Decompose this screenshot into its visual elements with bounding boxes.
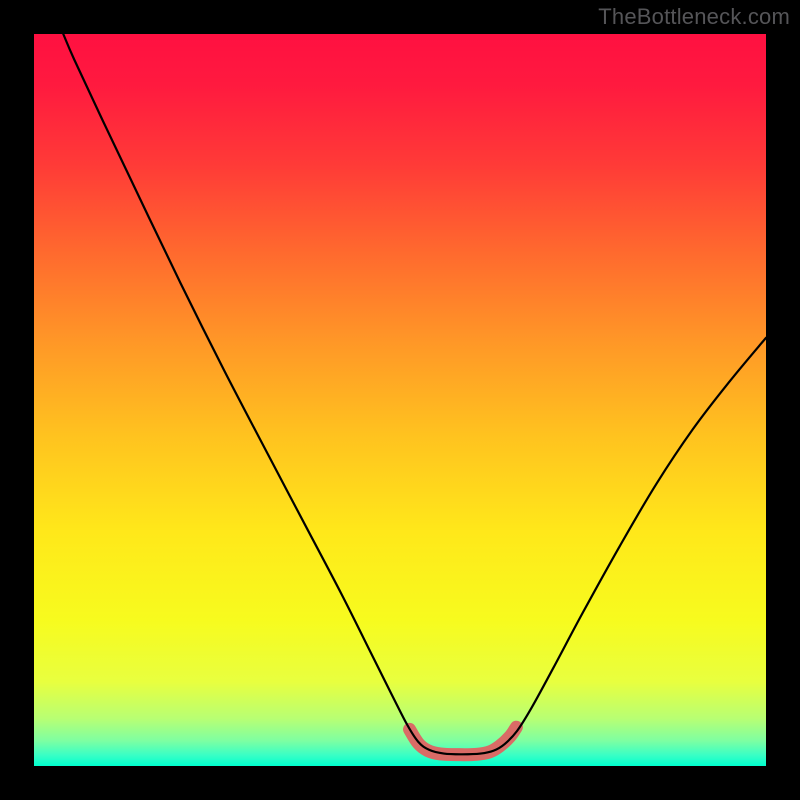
bottleneck-chart — [0, 0, 800, 800]
chart-frame: TheBottleneck.com — [0, 0, 800, 800]
watermark-text: TheBottleneck.com — [598, 4, 790, 30]
plot-background — [34, 34, 766, 766]
